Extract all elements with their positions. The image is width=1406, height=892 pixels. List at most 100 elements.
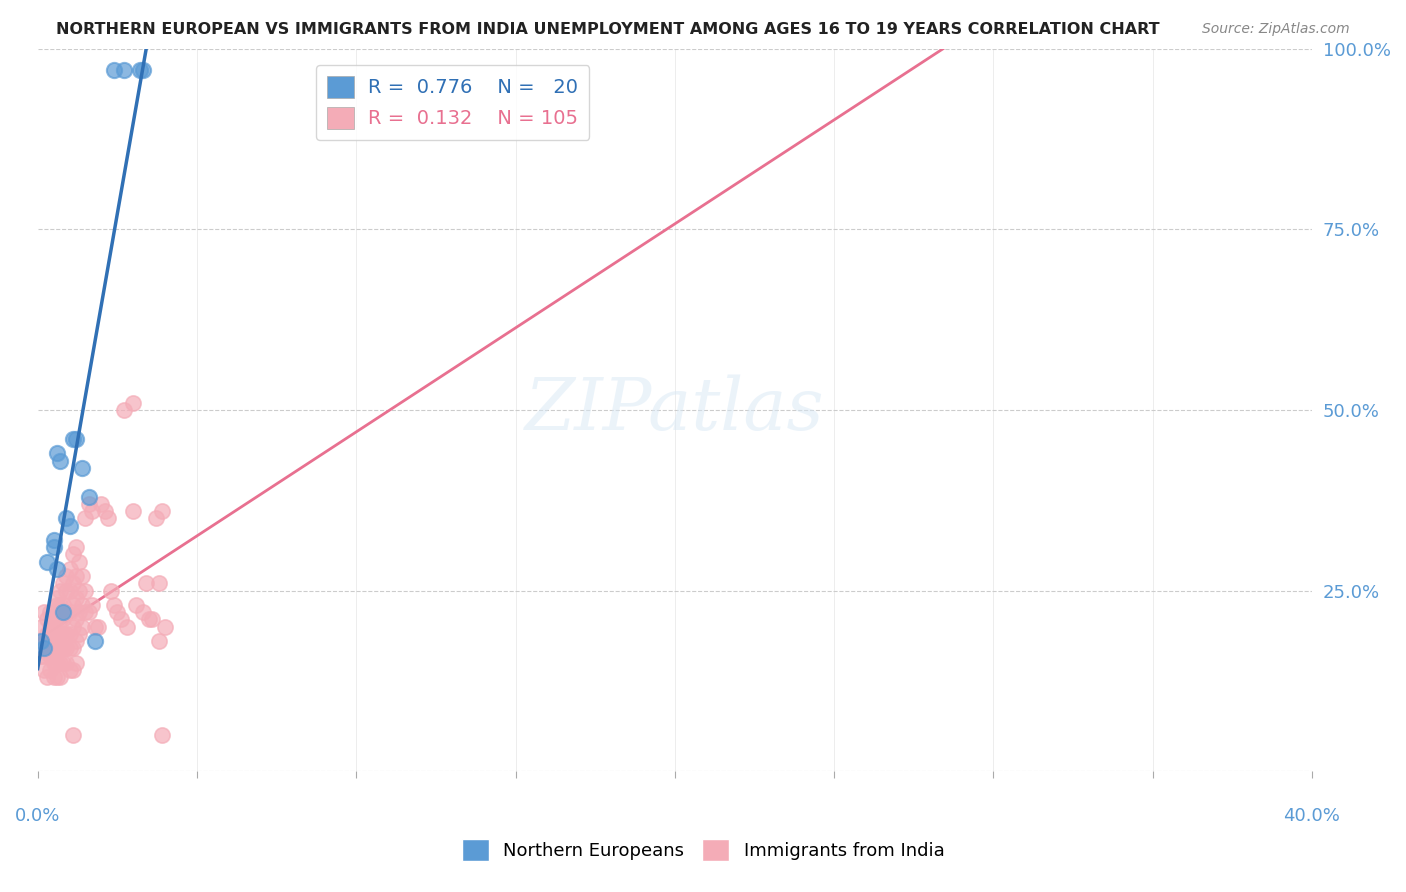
Point [135, 576, 157, 591]
Point [58, 641, 80, 656]
Point [110, 612, 132, 626]
Point [75, 511, 97, 525]
Point [72, 569, 94, 583]
Point [42, 620, 65, 634]
Point [30, 620, 52, 634]
Point [55, 511, 77, 525]
Point [32, 663, 55, 677]
Point [150, 728, 173, 742]
Point [67, 605, 90, 619]
Point [49, 656, 72, 670]
Point [42, 540, 65, 554]
Point [103, 63, 125, 78]
Point [65, 612, 87, 626]
Point [37, 627, 59, 641]
Point [55, 605, 77, 619]
Point [32, 641, 55, 656]
Point [37, 612, 59, 626]
Point [84, 634, 107, 648]
Point [52, 641, 75, 656]
Point [62, 663, 84, 677]
Point [67, 583, 90, 598]
Point [45, 591, 67, 605]
Point [148, 576, 170, 591]
Point [97, 511, 120, 525]
Point [138, 612, 160, 626]
Legend: R =  0.776    N =   20, R =  0.132    N = 105: R = 0.776 N = 20, R = 0.132 N = 105 [316, 65, 589, 140]
Text: NORTHERN EUROPEAN VS IMMIGRANTS FROM INDIA UNEMPLOYMENT AMONG AGES 16 TO 19 YEAR: NORTHERN EUROPEAN VS IMMIGRANTS FROM IND… [56, 22, 1160, 37]
Point [32, 648, 55, 663]
Point [55, 627, 77, 641]
Point [45, 641, 67, 656]
Point [42, 670, 65, 684]
Point [141, 612, 163, 626]
Point [84, 620, 107, 634]
Point [49, 641, 72, 656]
Point [55, 641, 77, 656]
Point [62, 620, 84, 634]
Point [42, 627, 65, 641]
Point [45, 627, 67, 641]
Point [77, 490, 100, 504]
Point [125, 598, 148, 612]
Point [115, 620, 138, 634]
Point [72, 620, 94, 634]
Point [30, 634, 52, 648]
Point [49, 453, 72, 467]
Text: 40.0%: 40.0% [1284, 807, 1340, 825]
Point [62, 728, 84, 742]
Point [32, 634, 55, 648]
Point [52, 656, 75, 670]
Point [62, 598, 84, 612]
Point [62, 576, 84, 591]
Point [58, 518, 80, 533]
Point [77, 497, 100, 511]
Point [30, 648, 52, 663]
Point [45, 446, 67, 460]
Point [80, 598, 103, 612]
Point [62, 432, 84, 446]
Point [100, 583, 122, 598]
Point [72, 460, 94, 475]
Point [87, 620, 110, 634]
Point [45, 598, 67, 612]
Point [45, 670, 67, 684]
Point [37, 555, 59, 569]
Point [39, 605, 62, 619]
Point [122, 395, 145, 409]
Point [93, 504, 115, 518]
Point [42, 656, 65, 670]
Point [58, 562, 80, 576]
Point [49, 612, 72, 626]
Point [42, 605, 65, 619]
Point [67, 627, 90, 641]
Point [153, 620, 176, 634]
Point [112, 403, 135, 417]
Legend: Northern Europeans, Immigrants from India: Northern Europeans, Immigrants from Indi… [453, 830, 953, 870]
Point [77, 605, 100, 619]
Point [39, 620, 62, 634]
Point [90, 497, 112, 511]
Point [65, 634, 87, 648]
Point [122, 504, 145, 518]
Point [52, 605, 75, 619]
Point [145, 511, 167, 525]
Point [42, 533, 65, 547]
Point [52, 598, 75, 612]
Point [42, 641, 65, 656]
Point [45, 612, 67, 626]
Point [67, 555, 90, 569]
Point [65, 569, 87, 583]
Point [132, 63, 155, 78]
Point [39, 648, 62, 663]
Point [39, 634, 62, 648]
Point [42, 612, 65, 626]
Point [128, 63, 150, 78]
Point [148, 634, 170, 648]
Point [45, 656, 67, 670]
Point [55, 583, 77, 598]
Point [42, 648, 65, 663]
Point [52, 627, 75, 641]
Text: ZIPatlas: ZIPatlas [524, 375, 824, 445]
Point [52, 576, 75, 591]
